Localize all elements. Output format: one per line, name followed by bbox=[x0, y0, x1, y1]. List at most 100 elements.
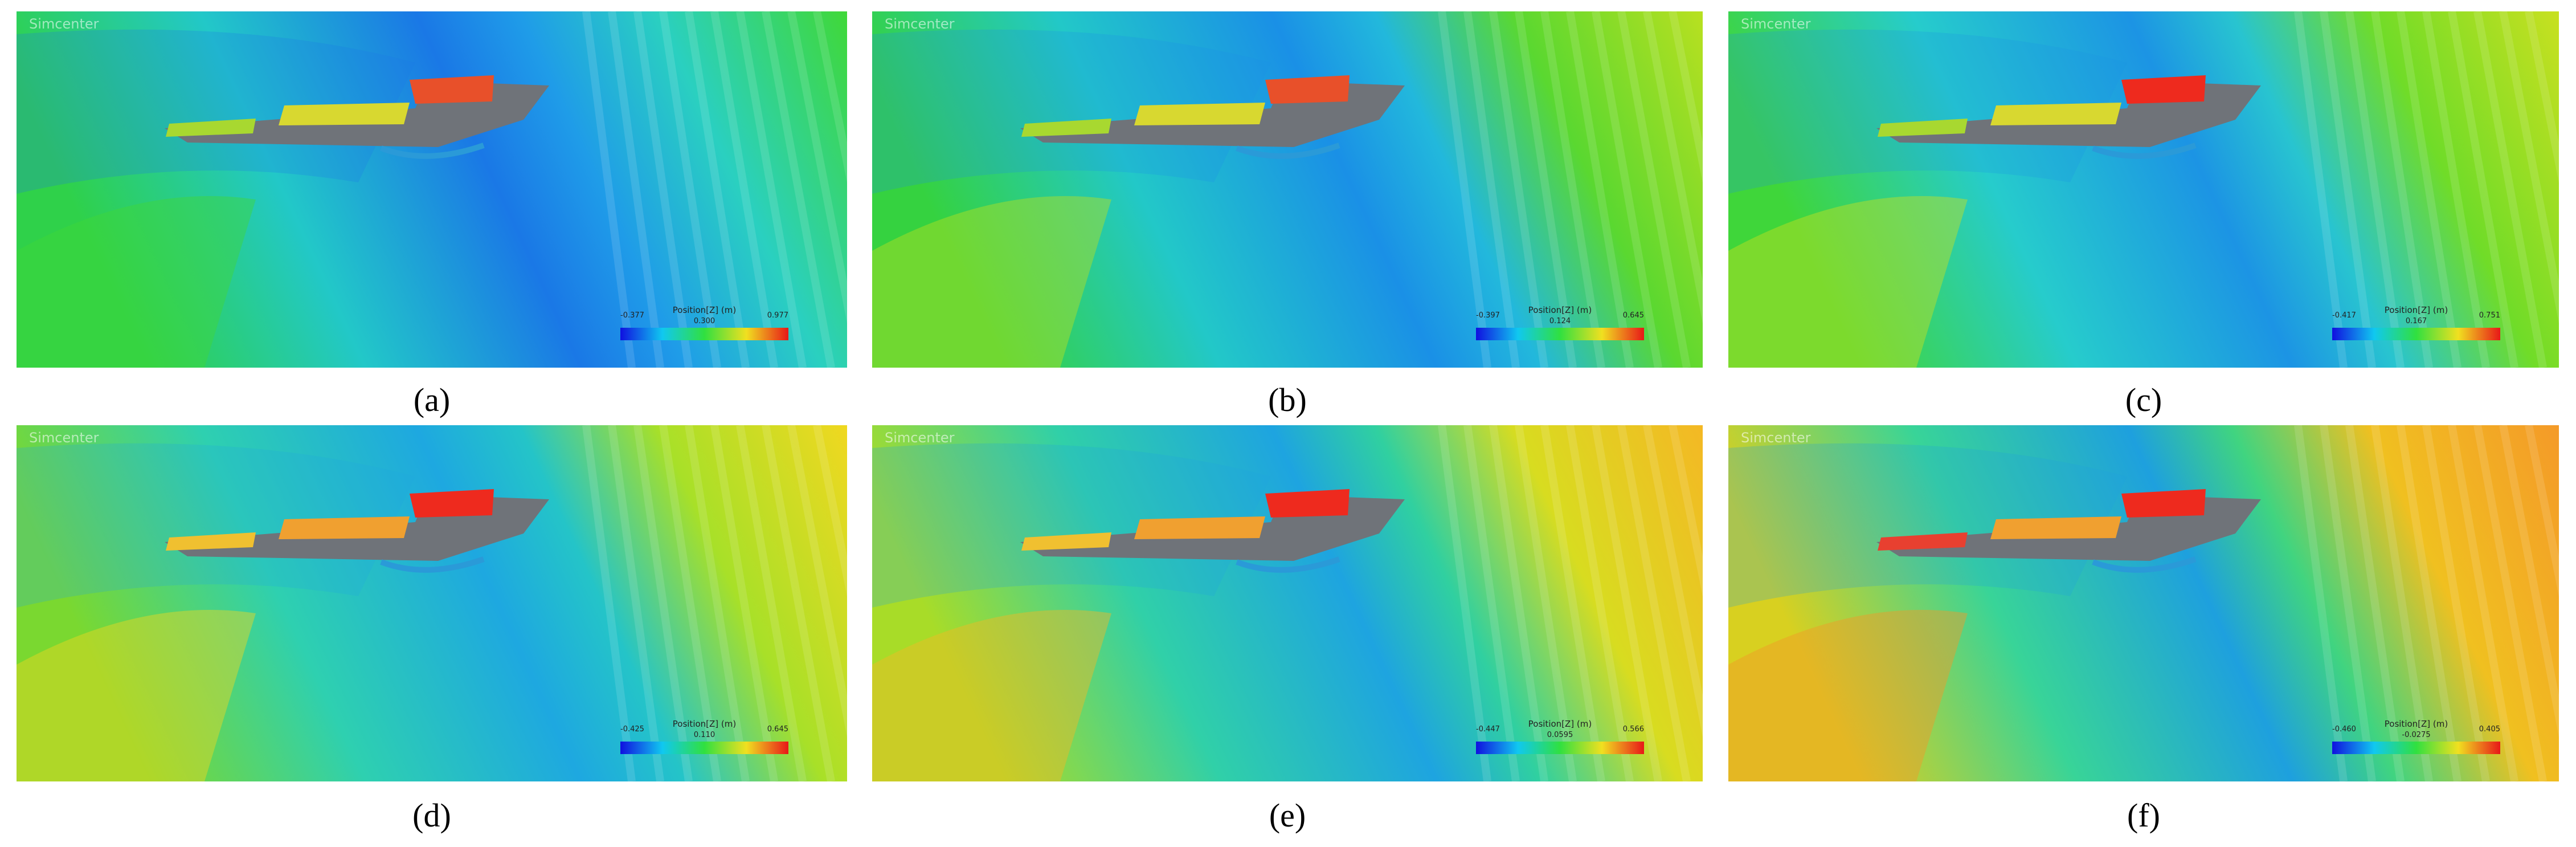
wave-stripe bbox=[2473, 425, 2547, 781]
panel-label: (b) bbox=[1268, 381, 1307, 418]
ship-deck-aft bbox=[1021, 532, 1111, 551]
spray bbox=[2092, 556, 2197, 573]
wave-stripe bbox=[608, 425, 664, 781]
colorbar-title: Position[Z] (m) bbox=[2385, 719, 2448, 729]
watermark: Simcenter bbox=[1741, 16, 1811, 32]
panel-label: (f) bbox=[2127, 797, 2160, 834]
wave-stripe bbox=[1643, 11, 1703, 324]
colorbar-max: 0.751 bbox=[2479, 311, 2500, 320]
panel-label: (a) bbox=[413, 381, 451, 418]
simulation-view: Simcenter Position[Z] (m) 0.167 -0.417 0.751 bbox=[1728, 11, 2559, 368]
spray bbox=[2092, 142, 2197, 159]
colorbar-title: Position[Z] (m) bbox=[1528, 719, 1592, 729]
simulation-view: Simcenter Position[Z] (m) 0.110 -0.425 0.645 bbox=[17, 425, 847, 781]
wave-stripe bbox=[762, 425, 835, 781]
watermark: Simcenter bbox=[29, 16, 99, 32]
colorbar bbox=[1476, 742, 1644, 754]
wave-stripe bbox=[2294, 425, 2348, 781]
wave-stripe bbox=[2371, 11, 2433, 368]
wave-stripe bbox=[2499, 425, 2559, 738]
wave-crest bbox=[872, 196, 1111, 368]
wave-trough bbox=[17, 443, 415, 608]
wave-stripe bbox=[2525, 425, 2559, 597]
wave-stripe bbox=[1592, 11, 1662, 368]
ship-deck-bow bbox=[410, 75, 494, 104]
wave-stripe bbox=[1617, 11, 1691, 368]
colorbar bbox=[2332, 742, 2500, 754]
colorbar-mid: 0.0595 bbox=[1547, 731, 1573, 739]
water-surface bbox=[17, 11, 847, 368]
colorbar-min: -0.425 bbox=[620, 725, 644, 734]
wave-stripe bbox=[659, 425, 721, 781]
wave-stripe bbox=[787, 425, 847, 738]
ship-deck-aft bbox=[1878, 532, 1968, 551]
wave-stripe bbox=[1438, 11, 1491, 368]
wave-stripe bbox=[2448, 11, 2518, 368]
ship-deck-mid bbox=[1990, 103, 2121, 125]
spray bbox=[380, 556, 485, 573]
wave-stripe bbox=[2371, 425, 2433, 781]
simulation-view: Simcenter Position[Z] (m) 0.300 -0.377 0.977 bbox=[17, 11, 847, 368]
colorbar-min: -0.397 bbox=[1476, 311, 1500, 320]
ship-deck-aft bbox=[1878, 119, 1968, 137]
colorbar-min: -0.377 bbox=[620, 311, 644, 320]
wave-stripe bbox=[633, 425, 693, 781]
wave-stripe bbox=[813, 425, 847, 597]
colorbar-mid: -0.0275 bbox=[2402, 731, 2430, 739]
panel-label: (c) bbox=[2125, 381, 2162, 418]
wave-stripe bbox=[1463, 425, 1520, 781]
watermark: Simcenter bbox=[29, 430, 99, 446]
wave-stripe bbox=[1515, 425, 1577, 781]
wave-stripe bbox=[2473, 11, 2547, 368]
wave-crest bbox=[17, 196, 256, 368]
colorbar bbox=[620, 742, 788, 754]
wave-trough bbox=[17, 29, 415, 194]
ship-deck-bow bbox=[1265, 489, 1350, 518]
colorbar-max: 0.405 bbox=[2479, 725, 2500, 734]
wave-stripe bbox=[1515, 11, 1577, 368]
wave-stripe bbox=[1540, 425, 1605, 781]
wave-stripe bbox=[1592, 425, 1662, 781]
wave-stripe bbox=[2320, 425, 2376, 781]
wave-stripe bbox=[1566, 11, 1634, 368]
colorbar-mid: 0.110 bbox=[694, 731, 715, 739]
ship-deck-aft bbox=[166, 119, 256, 137]
wave-stripe bbox=[1669, 425, 1703, 597]
wave-stripe bbox=[2448, 425, 2518, 781]
water-surface bbox=[872, 425, 1703, 781]
colorbar bbox=[620, 328, 788, 340]
ship-deck-aft bbox=[1021, 119, 1111, 137]
colorbar bbox=[1476, 328, 1644, 340]
water-surface bbox=[1728, 11, 2559, 368]
wave-stripe bbox=[1669, 11, 1703, 183]
colorbar-max: 0.645 bbox=[767, 725, 788, 734]
colorbar-max: 0.977 bbox=[767, 311, 788, 320]
colorbar-mid: 0.167 bbox=[2406, 317, 2427, 325]
wave-stripe bbox=[633, 11, 693, 368]
wave-stripe bbox=[2397, 425, 2461, 781]
colorbar-max: 0.645 bbox=[1623, 311, 1644, 320]
simulation-view: Simcenter Position[Z] (m) 0.124 -0.397 0.645 bbox=[872, 11, 1703, 368]
wave-stripe bbox=[582, 425, 636, 781]
wave-crest bbox=[872, 610, 1111, 781]
water-surface bbox=[872, 11, 1703, 368]
wave-trough bbox=[872, 443, 1271, 608]
wave-stripe bbox=[2525, 11, 2559, 183]
panel-label: (e) bbox=[1269, 797, 1306, 834]
wave-stripe bbox=[685, 11, 750, 368]
wave-stripe bbox=[2397, 11, 2461, 368]
wave-stripe bbox=[1643, 425, 1703, 738]
ship-deck-aft bbox=[166, 532, 256, 551]
wave-crest bbox=[1728, 196, 1968, 368]
wave-stripe bbox=[2499, 11, 2559, 324]
wave-stripe bbox=[710, 11, 778, 368]
water-surface bbox=[1728, 425, 2559, 781]
ship-deck-mid bbox=[1990, 516, 2121, 539]
wave-stripe bbox=[659, 11, 721, 368]
wave-crest bbox=[1728, 610, 1968, 781]
colorbar bbox=[2332, 328, 2500, 340]
colorbar-min: -0.460 bbox=[2332, 725, 2356, 734]
ship-deck-bow bbox=[2121, 489, 2206, 518]
wave-stripe bbox=[2422, 425, 2490, 781]
ship-deck-bow bbox=[410, 489, 494, 518]
